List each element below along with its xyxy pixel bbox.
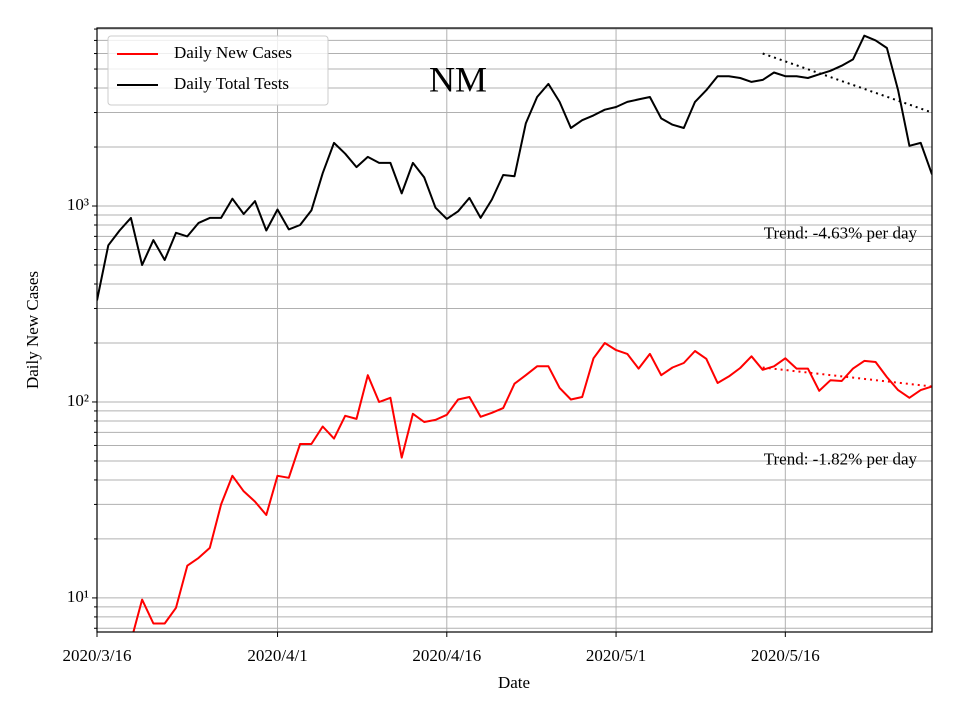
series-line (132, 342, 932, 632)
legend: Daily New Cases Daily Total Tests (107, 35, 329, 106)
y-tick-label: 10³ (67, 195, 89, 214)
legend-box (107, 35, 329, 106)
legend-label: Daily New Cases (174, 43, 292, 62)
legend-label: Daily Total Tests (174, 74, 289, 93)
y-axis-label: Daily New Cases (23, 271, 42, 389)
trend-annotation: Trend: -1.82% per day (764, 449, 918, 468)
x-tick-label: 2020/5/16 (751, 646, 820, 665)
x-tick-label: 2020/5/1 (586, 646, 646, 665)
x-tick-label: 2020/4/16 (412, 646, 481, 665)
x-axis-label: Date (498, 673, 530, 692)
grid (96, 28, 932, 632)
x-tick-label: 2020/4/1 (247, 646, 307, 665)
chart-title: NM (429, 59, 487, 99)
y-tick-label: 10² (67, 391, 89, 410)
plot-lines (97, 34, 932, 632)
trend-line (762, 366, 932, 388)
x-tick-label: 2020/3/16 (63, 646, 132, 665)
trend-annotation: Trend: -4.63% per day (764, 223, 918, 242)
y-tick-label: 10¹ (67, 587, 89, 606)
plot-frame (96, 27, 933, 633)
series-line (97, 34, 932, 301)
